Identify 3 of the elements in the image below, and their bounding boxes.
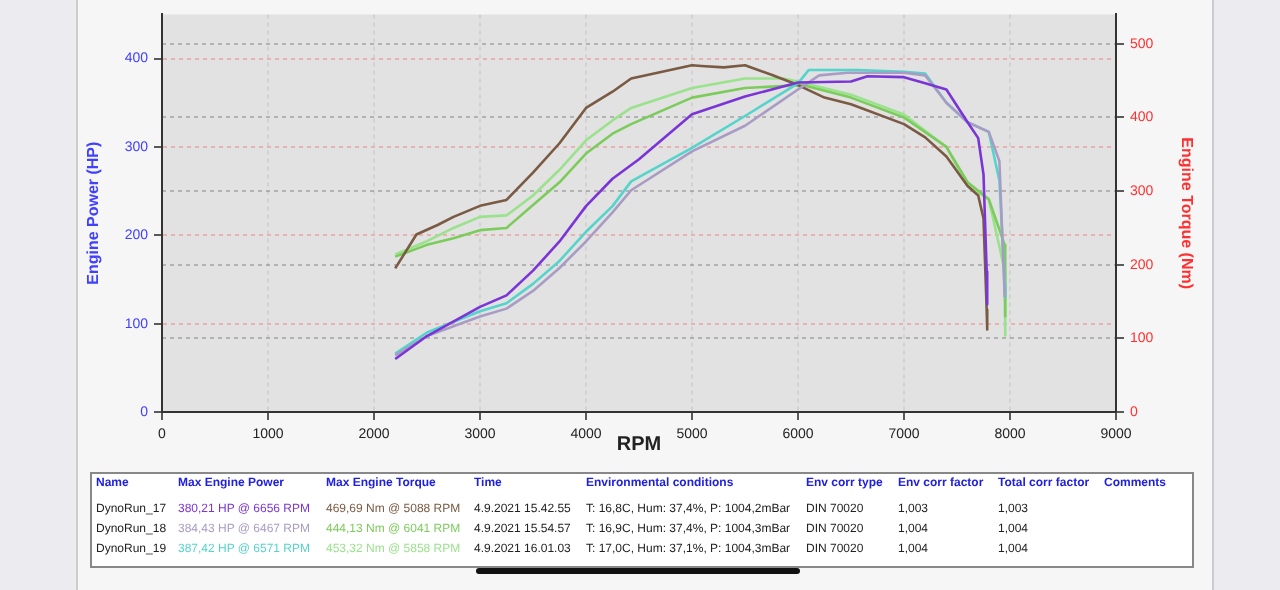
x-axis-title: RPM [616, 433, 662, 456]
y-axis-title: Engine Power (HP) [84, 140, 103, 285]
y2-axis-title: Engine Torque (Nm) [1177, 137, 1196, 290]
